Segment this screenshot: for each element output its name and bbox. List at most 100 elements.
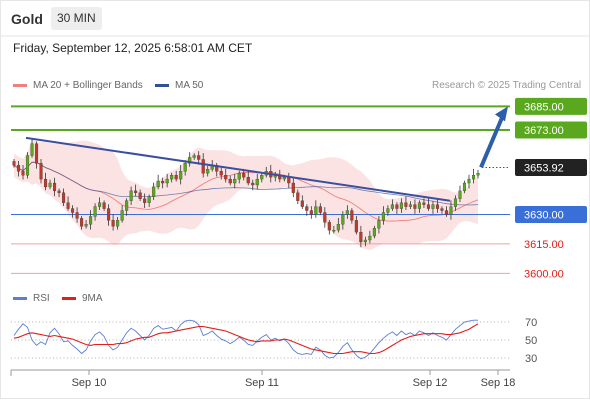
candle [300, 195, 304, 209]
candle-body [84, 224, 88, 227]
candle-body [467, 178, 471, 184]
candle [345, 205, 349, 219]
candle [413, 199, 417, 214]
candle [471, 168, 476, 184]
candle [107, 204, 111, 226]
candle-body [462, 182, 467, 192]
candle [80, 216, 84, 230]
bollinger-swatch [13, 83, 27, 87]
candle [75, 207, 79, 223]
candle [318, 203, 322, 215]
candle-body [183, 163, 187, 172]
rsi-tick-label: 50 [525, 335, 537, 347]
candle [228, 175, 232, 186]
candle [314, 200, 318, 218]
candle [476, 169, 480, 179]
candle [449, 200, 453, 220]
candle-body [413, 204, 417, 209]
candle-body [314, 206, 318, 215]
candle-body [255, 178, 259, 186]
candle [201, 153, 205, 178]
candle-body [165, 178, 169, 184]
credit-text: Research © 2025 Trading Central [432, 80, 582, 91]
rsi-ma-line [13, 323, 479, 355]
resistance-label-3673.00: 3673.00 [524, 125, 564, 137]
candle-body [174, 175, 178, 180]
candle [16, 161, 21, 177]
pivot-label-3630.00: 3630.00 [524, 209, 564, 221]
legend-ma50-label: MA 50 [175, 80, 204, 91]
candle-body [62, 192, 66, 203]
candle [224, 168, 228, 183]
candle [431, 201, 435, 214]
candle [120, 205, 124, 223]
rsi-tick-label: 70 [525, 317, 537, 329]
rsi-swatch [13, 296, 27, 300]
candle-body [368, 235, 372, 241]
candle-body [395, 204, 399, 209]
candle [161, 177, 165, 189]
candle-body [336, 224, 340, 231]
candle [399, 198, 403, 213]
candle-body [107, 208, 111, 221]
candle [21, 164, 25, 180]
candle-body [372, 228, 376, 237]
interval-button[interactable]: 30 MIN [51, 7, 102, 30]
candle [34, 141, 39, 169]
last-price-box [515, 158, 587, 176]
candle-body [449, 206, 453, 215]
candle [305, 204, 309, 216]
candle [52, 177, 57, 197]
candle-body [377, 220, 381, 229]
candle-body [71, 208, 75, 213]
candle-body [440, 208, 444, 211]
rsi-tick-label: 30 [525, 353, 537, 365]
support-label-3615.00: 3615.00 [524, 239, 564, 251]
candle-body [111, 220, 115, 227]
candle [368, 230, 372, 244]
candle [125, 198, 129, 216]
candle [71, 205, 75, 218]
x-tick-label: Sep 18 [481, 377, 516, 389]
candle-body [431, 204, 435, 209]
candle [84, 219, 88, 229]
candle-body [16, 165, 21, 172]
candle-body [305, 206, 309, 211]
x-tick-label: Sep 11 [245, 377, 279, 389]
candle-body [116, 220, 120, 227]
candle-body [408, 204, 412, 207]
candle [143, 193, 147, 208]
candle-body [52, 182, 57, 192]
legend-rsi: RSI [13, 293, 50, 304]
candle [404, 196, 408, 210]
candle-body [323, 212, 327, 223]
candle [255, 173, 259, 190]
candle-body [12, 161, 16, 166]
candle [66, 196, 70, 211]
candle [372, 225, 376, 239]
candle [48, 179, 52, 190]
candle [170, 172, 174, 183]
candle-body [327, 222, 331, 231]
candle-body [453, 198, 458, 207]
candle-body [161, 180, 165, 184]
candle [408, 201, 412, 209]
pivot-box-3630.00 [515, 205, 587, 223]
candle [246, 170, 250, 186]
rsi-line [13, 319, 478, 360]
legend-rsi-ma-label: 9MA [82, 293, 103, 304]
resistance-box-3673.00 [515, 121, 587, 139]
candle [332, 225, 336, 234]
candle-body [143, 198, 147, 203]
candle-body [354, 220, 358, 233]
candle-body [399, 202, 403, 209]
candle [192, 153, 196, 160]
candle [336, 217, 340, 233]
candle-body [417, 202, 421, 209]
legend-bollinger-label: MA 20 + Bollinger Bands [33, 80, 143, 91]
candle [183, 160, 187, 176]
legend-rsi-ma: 9MA [62, 293, 103, 304]
candle [381, 206, 385, 225]
candle-body [233, 178, 237, 184]
